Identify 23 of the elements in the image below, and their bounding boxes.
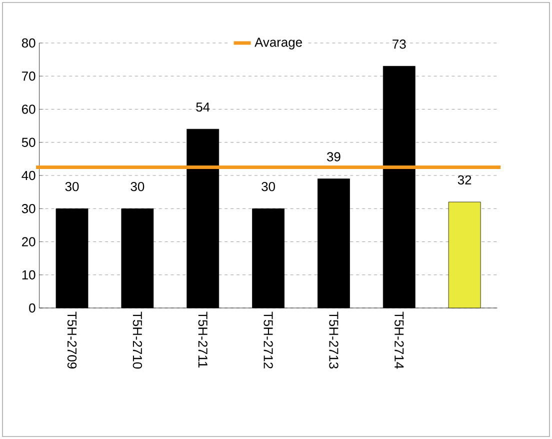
x-tick-label: T5H-2713 — [329, 312, 338, 369]
data-label: 30 — [65, 182, 79, 192]
x-tick-label: T5H-2714 — [394, 312, 404, 369]
data-label: 30 — [262, 182, 275, 192]
data-label: 39 — [327, 152, 340, 162]
legend-label: Avarage — [254, 38, 302, 50]
x-tick-label: T5H-2711 — [198, 312, 208, 368]
y-tick-label: 20 — [22, 237, 36, 246]
data-label: 54 — [196, 102, 210, 112]
x-tick-label: T5H-2712 — [264, 312, 273, 368]
x-tick-label: T5H-2710 — [132, 312, 142, 369]
y-tick-label: 30 — [22, 204, 36, 214]
y-tick-label: 0 — [29, 303, 36, 313]
data-label: 30 — [130, 182, 144, 192]
y-tick-label: 70 — [22, 72, 36, 81]
x-tick-label: T5H-2709 — [67, 312, 77, 368]
data-label: 32 — [458, 175, 472, 185]
data-label: 73 — [392, 40, 406, 49]
y-tick-label: 60 — [22, 104, 36, 114]
y-tick-label: 50 — [22, 138, 36, 147]
y-tick-label: 10 — [22, 270, 36, 280]
y-tick-label: 80 — [22, 38, 36, 48]
y-tick-label: 40 — [22, 170, 36, 180]
